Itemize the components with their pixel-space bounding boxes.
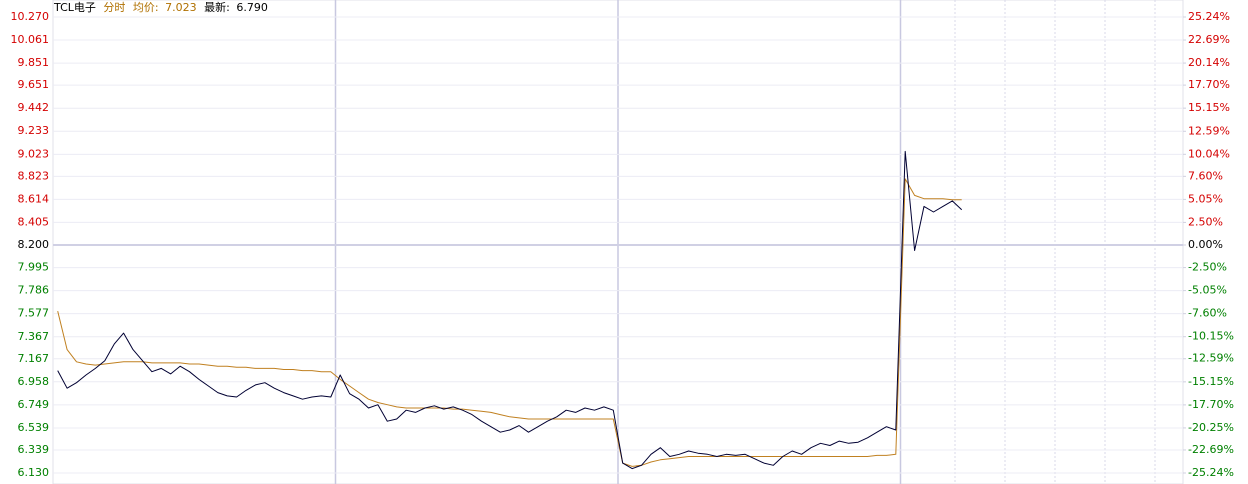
y-tick-label: 9.651 [18, 78, 50, 91]
y-tick-label: 6.339 [18, 443, 50, 456]
y-tick-label: 6.749 [18, 398, 50, 411]
y-tick-label: 6.539 [18, 421, 50, 434]
y2-tick-label: -5.05% [1188, 284, 1227, 297]
y2-tick-label: 25.24% [1188, 10, 1230, 23]
y-tick-label: 7.995 [18, 261, 50, 274]
y-tick-label: 8.614 [18, 192, 50, 205]
y2-tick-label: -7.60% [1188, 307, 1227, 320]
average-line [57, 178, 962, 467]
plot-frame [52, 0, 1184, 484]
y-tick-label: 9.851 [18, 56, 50, 69]
y2-tick-label: 2.50% [1188, 215, 1223, 228]
y-tick-label: 8.200 [18, 238, 50, 251]
stock-name: TCL电子 [53, 1, 96, 14]
chart-mode: 分时 [103, 1, 125, 14]
y-tick-label: 8.405 [18, 215, 50, 228]
y-tick-label: 7.167 [18, 352, 50, 365]
y-tick-label: 8.823 [18, 169, 50, 182]
y2-tick-label: 20.14% [1188, 56, 1230, 69]
y-tick-label: 9.442 [18, 101, 50, 114]
y2-tick-label: 10.04% [1188, 147, 1230, 160]
y2-tick-label: -15.15% [1188, 375, 1234, 388]
y-tick-label: 7.786 [18, 284, 50, 297]
y-tick-label: 6.958 [18, 375, 50, 388]
y2-tick-label: -22.69% [1188, 443, 1234, 456]
y2-tick-label: 5.05% [1188, 192, 1223, 205]
avg-price: 7.023 [165, 1, 197, 14]
y2-tick-label: -2.50% [1188, 261, 1227, 274]
y-tick-label: 6.130 [18, 466, 50, 479]
y2-tick-label: -12.59% [1188, 352, 1234, 365]
avg-label: 均价: [133, 1, 159, 14]
y2-tick-label: -17.70% [1188, 398, 1234, 411]
y2-tick-label: 17.70% [1188, 78, 1230, 91]
y2-tick-label: 22.69% [1188, 33, 1230, 46]
y2-tick-label: 15.15% [1188, 101, 1230, 114]
y-tick-label: 9.023 [18, 147, 50, 160]
y2-tick-label: 12.59% [1188, 124, 1230, 137]
last-price: 6.790 [236, 1, 268, 14]
y2-tick-label: -20.25% [1188, 421, 1234, 434]
price-line [57, 150, 963, 470]
y2-tick-label: 0.00% [1188, 238, 1223, 251]
y2-tick-label: -25.24% [1188, 466, 1234, 479]
y2-tick-label: 7.60% [1188, 169, 1223, 182]
y-tick-label: 7.367 [18, 330, 50, 343]
chart-header: TCL电子 分时 均价: 7.023 最新: 6.790 [53, 0, 268, 14]
last-label: 最新: [204, 0, 230, 14]
y-tick-label: 9.233 [18, 124, 50, 137]
y-tick-label: 7.577 [18, 307, 50, 320]
y-tick-label: 10.270 [11, 10, 50, 23]
y2-tick-label: -10.15% [1188, 330, 1234, 343]
y-tick-label: 10.061 [11, 33, 50, 46]
